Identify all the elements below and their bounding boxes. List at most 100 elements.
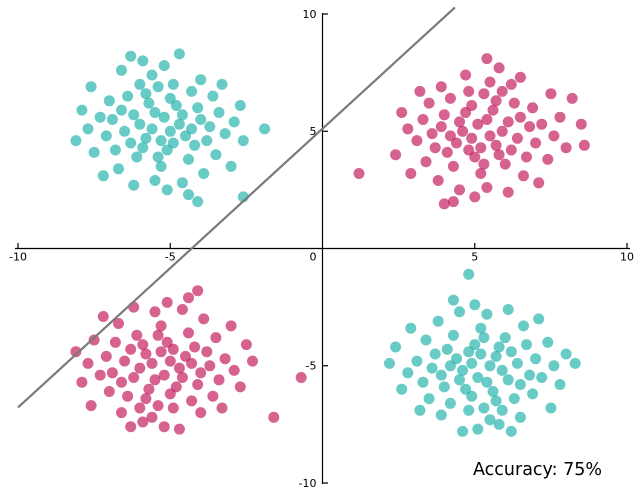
scatter-point bbox=[405, 322, 417, 334]
scatter-point bbox=[125, 137, 137, 149]
scatter-point bbox=[502, 374, 514, 386]
scatter-point bbox=[210, 332, 222, 344]
scatter-point bbox=[457, 425, 469, 437]
scatter-point bbox=[164, 355, 176, 367]
scatter-point bbox=[554, 111, 566, 123]
scatter-point bbox=[161, 336, 173, 348]
scatter-point bbox=[481, 182, 493, 193]
scatter-point bbox=[122, 90, 134, 102]
scatter-point bbox=[192, 102, 204, 114]
scatter-point bbox=[82, 357, 94, 369]
scatter-point bbox=[152, 81, 164, 93]
scatter-point bbox=[472, 118, 484, 130]
scatter-point bbox=[137, 142, 149, 154]
scatter-point bbox=[530, 137, 542, 149]
scatter-point bbox=[140, 132, 152, 144]
scatter-point bbox=[210, 149, 222, 161]
scatter-point bbox=[186, 395, 198, 407]
scatter-point bbox=[149, 306, 161, 318]
scatter-point bbox=[192, 285, 204, 297]
scatter-point bbox=[402, 367, 414, 379]
scatter-point bbox=[149, 107, 161, 118]
scatter-point bbox=[417, 114, 429, 125]
scatter-point bbox=[155, 135, 167, 147]
scatter-point bbox=[405, 168, 417, 179]
scatter-point bbox=[454, 306, 465, 318]
scatter-point bbox=[268, 411, 280, 423]
scatter-point bbox=[490, 95, 502, 107]
scatter-point bbox=[527, 388, 539, 400]
scatter-point bbox=[140, 348, 152, 360]
scatter-point bbox=[143, 97, 155, 109]
scatter-point bbox=[164, 92, 176, 104]
scatter-point bbox=[228, 364, 240, 376]
scatter-point bbox=[167, 78, 179, 90]
scatter-point bbox=[176, 372, 188, 383]
scatter-point bbox=[146, 411, 158, 423]
scatter-point bbox=[435, 369, 447, 381]
scatter-point bbox=[134, 78, 146, 90]
scatter-point bbox=[484, 76, 496, 88]
scatter-point bbox=[149, 175, 161, 186]
scatter-point bbox=[533, 177, 545, 189]
scatter-point bbox=[131, 329, 143, 341]
scatter-point bbox=[103, 95, 115, 107]
scatter-point bbox=[128, 179, 140, 191]
cluster-bottom-right bbox=[384, 268, 581, 437]
scatter-point bbox=[505, 144, 517, 156]
scatter-point bbox=[508, 97, 520, 109]
scatter-point bbox=[466, 132, 478, 144]
scatter-point bbox=[484, 360, 496, 372]
scatter-point bbox=[478, 332, 490, 344]
scatter-point bbox=[94, 369, 106, 381]
scatter-point bbox=[207, 90, 219, 102]
scatter-point bbox=[426, 128, 438, 140]
scatter-point bbox=[189, 139, 201, 151]
scatter-point bbox=[527, 102, 539, 114]
scatter-point bbox=[195, 367, 207, 379]
scatter-point bbox=[569, 357, 581, 369]
scatter-point bbox=[76, 104, 88, 116]
scatter-point bbox=[186, 85, 198, 97]
scatter-point bbox=[508, 393, 520, 405]
scatter-point bbox=[575, 118, 587, 130]
scatter-point bbox=[530, 353, 542, 365]
scatter-point bbox=[545, 88, 557, 100]
scatter-point bbox=[435, 121, 447, 133]
scatter-point bbox=[146, 69, 158, 81]
scatter-point bbox=[524, 121, 536, 133]
scatter-point bbox=[88, 334, 100, 346]
scatter-point bbox=[390, 149, 402, 161]
scatter-point bbox=[447, 294, 459, 306]
scatter-point bbox=[234, 381, 246, 393]
scatter-point bbox=[444, 92, 456, 104]
scatter-point bbox=[438, 198, 450, 210]
scatter-point bbox=[100, 350, 112, 362]
scatter-point bbox=[447, 196, 459, 208]
y-tick-label: 10 bbox=[303, 8, 317, 21]
scatter-point bbox=[493, 418, 505, 430]
scatter-point bbox=[82, 123, 94, 135]
scatter-point bbox=[113, 163, 124, 175]
scatter-point bbox=[444, 360, 456, 372]
scatter-point bbox=[444, 397, 456, 409]
scatter-point bbox=[511, 132, 523, 144]
scatter-point bbox=[155, 160, 167, 172]
scatter-point bbox=[116, 64, 127, 76]
scatter-point bbox=[554, 379, 566, 390]
scatter-point bbox=[88, 146, 100, 158]
scatter-point bbox=[128, 301, 140, 313]
scatter-point bbox=[396, 383, 408, 395]
scatter-point bbox=[122, 390, 134, 402]
scatter-point bbox=[225, 160, 237, 172]
scatter-point bbox=[116, 376, 127, 388]
scatter-point bbox=[487, 104, 499, 116]
scatter-point bbox=[466, 357, 478, 369]
scatter-point bbox=[183, 153, 194, 165]
scatter-point bbox=[125, 421, 137, 433]
scatter-point bbox=[490, 350, 502, 362]
scatter-point bbox=[140, 88, 152, 100]
scatter-point bbox=[152, 151, 164, 163]
decision-boundary-line bbox=[17, 6, 456, 409]
scatter-point bbox=[119, 125, 131, 137]
